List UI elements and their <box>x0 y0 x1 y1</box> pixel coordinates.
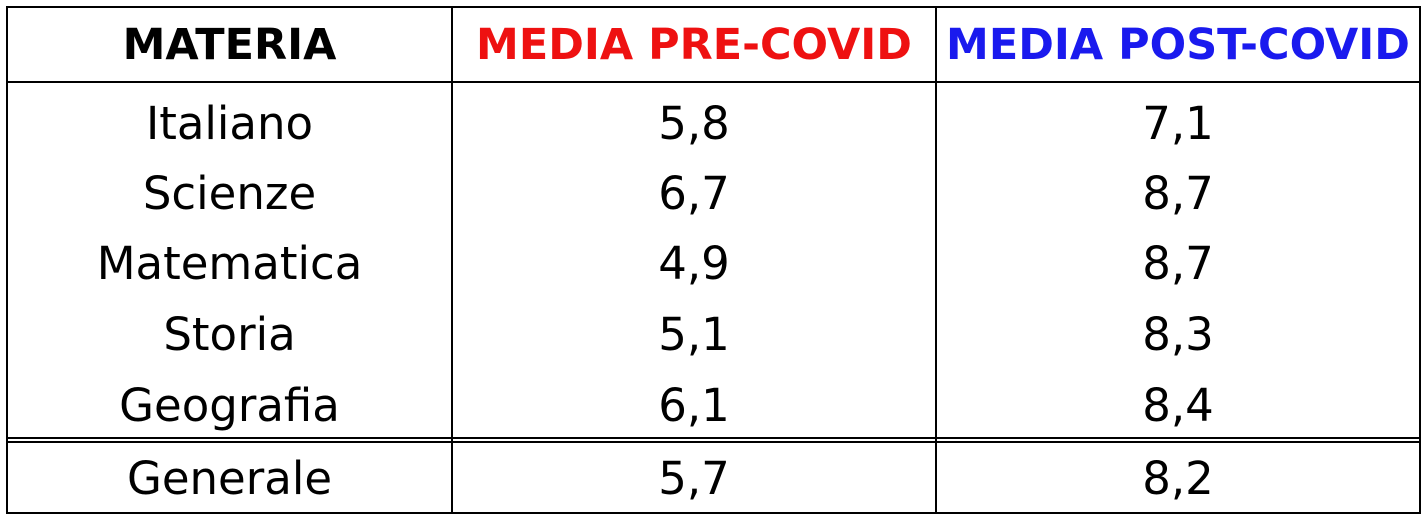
subject-cell: Geografia <box>119 378 340 432</box>
total-label: Generale <box>126 451 333 505</box>
pre-covid-value: 5,8 <box>658 96 730 150</box>
total-pre-covid-value: 5,7 <box>658 451 730 505</box>
pre-covid-value: 6,7 <box>658 166 730 220</box>
total-post-covid-value: 8,2 <box>1142 451 1214 505</box>
subject-cell: Matematica <box>96 236 363 290</box>
pre-covid-value: 4,9 <box>658 236 730 290</box>
subject-cell: Italiano <box>145 96 314 150</box>
subject-cell: Storia <box>163 307 296 361</box>
header-materia: MATERIA <box>122 19 337 70</box>
column-divider <box>451 8 453 512</box>
pre-covid-value: 5,1 <box>658 307 730 361</box>
subject-cell: Scienze <box>142 166 317 220</box>
post-covid-value: 8,3 <box>1142 307 1214 361</box>
total-divider-bottom <box>8 441 1419 443</box>
header-media-pre-covid: MEDIA PRE-COVID <box>476 19 912 70</box>
header-media-post-covid: MEDIA POST-COVID <box>946 19 1410 70</box>
column-divider <box>935 8 937 512</box>
total-divider-top <box>8 437 1419 439</box>
post-covid-value: 8,4 <box>1142 378 1214 432</box>
post-covid-value: 8,7 <box>1142 236 1214 290</box>
grades-table: MATERIA MEDIA PRE-COVID MEDIA POST-COVID… <box>6 6 1421 514</box>
header-divider <box>8 81 1419 83</box>
pre-covid-value: 6,1 <box>658 378 730 432</box>
post-covid-value: 7,1 <box>1142 96 1214 150</box>
post-covid-value: 8,7 <box>1142 166 1214 220</box>
